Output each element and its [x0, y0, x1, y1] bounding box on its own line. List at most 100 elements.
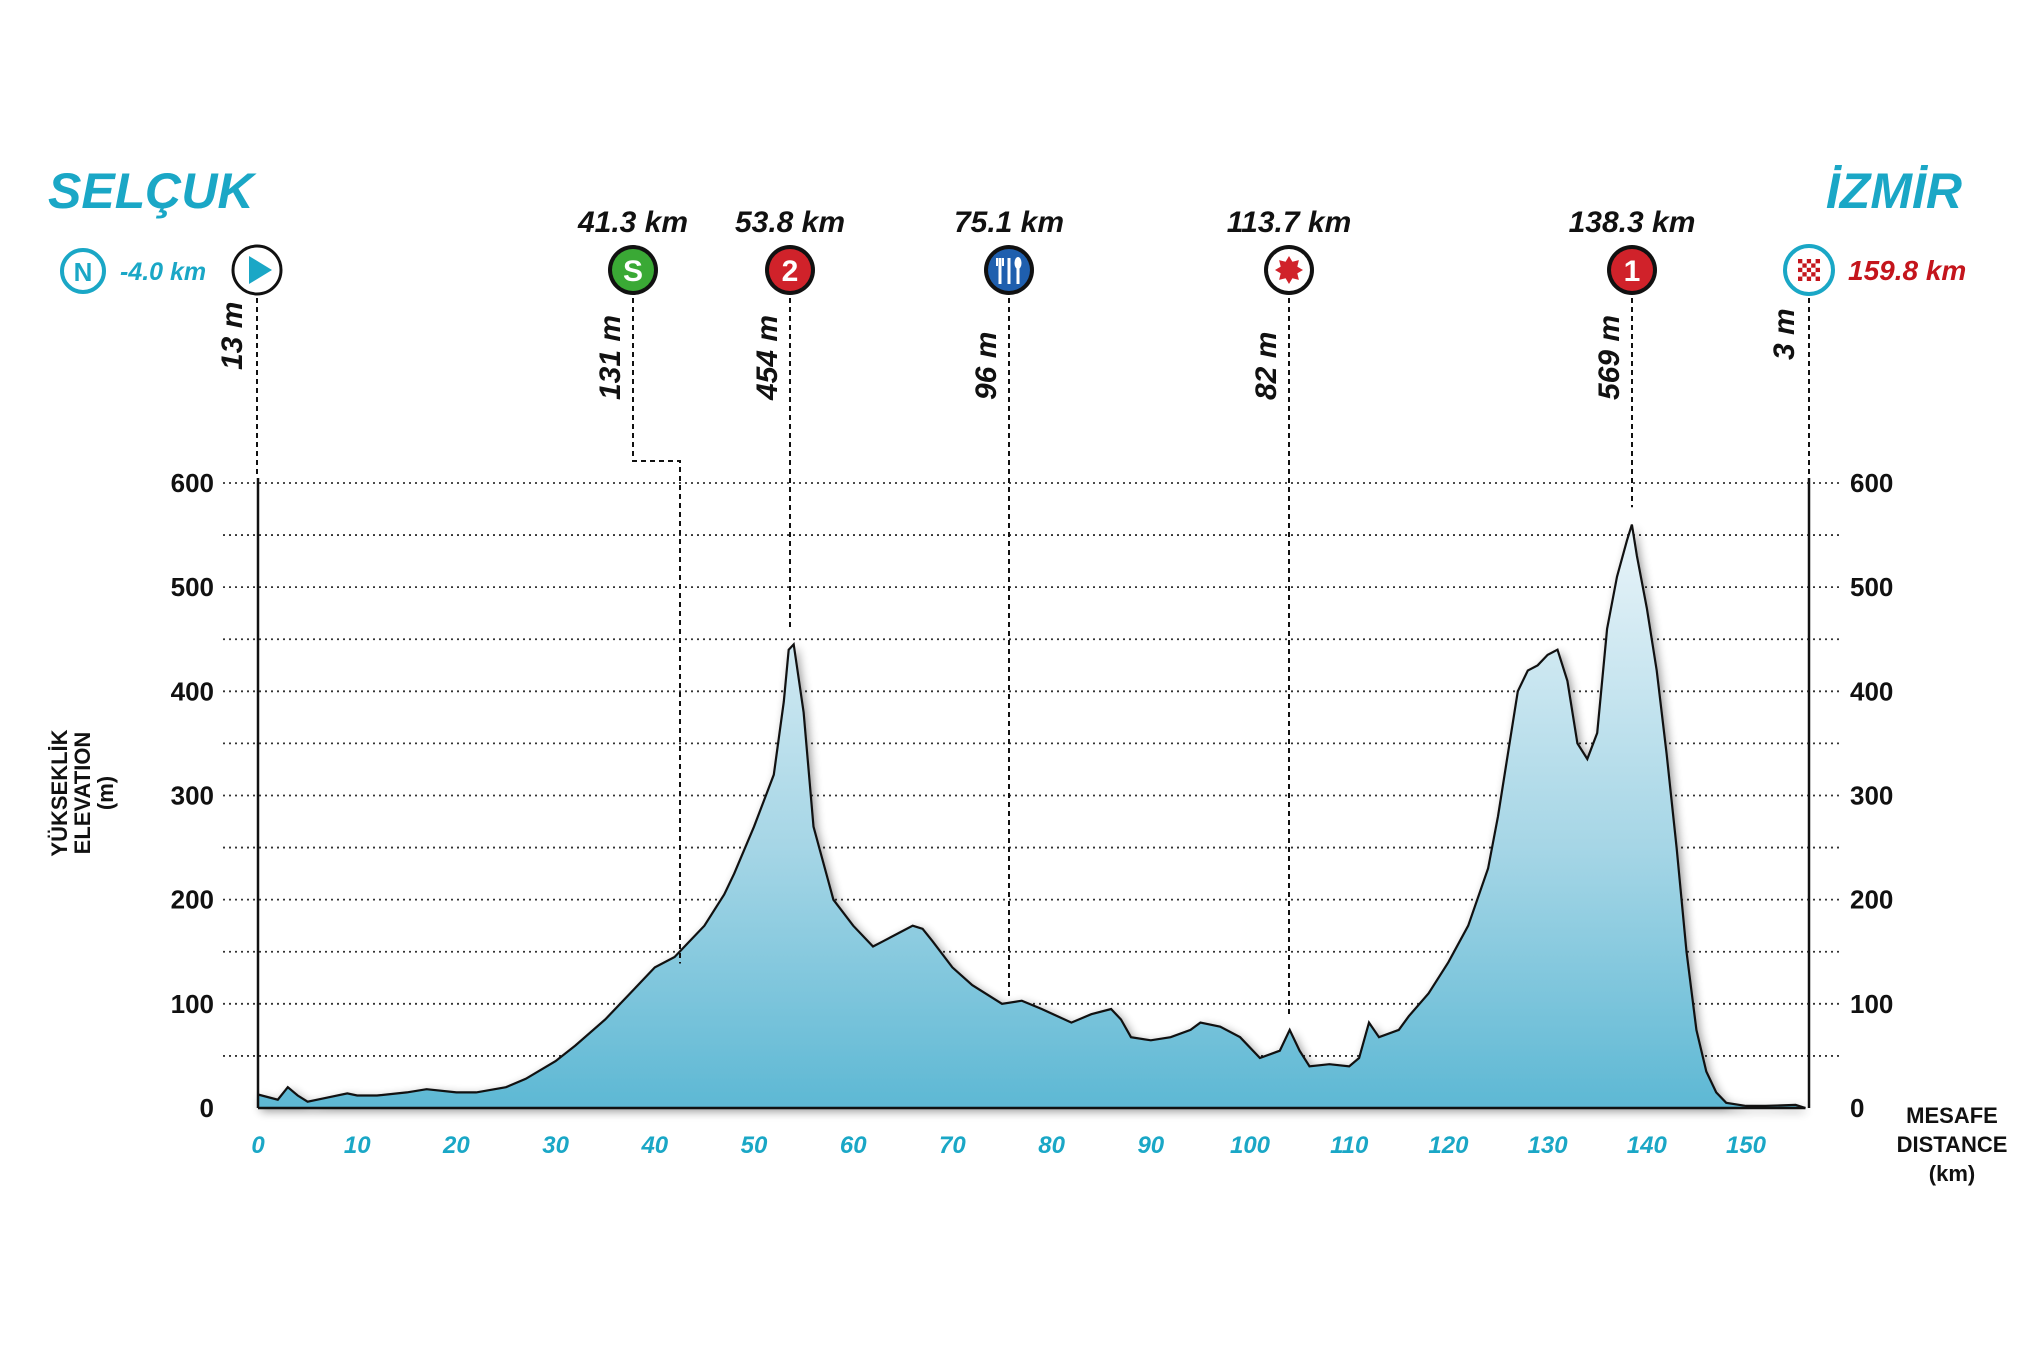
x-ticks: 0 10 20 30 40 50 60 70 80 90 100 110 120 130 140 150	[251, 1132, 1766, 1159]
x-tick-label: 10	[344, 1132, 371, 1159]
y-tick-label: 500	[171, 572, 214, 602]
bonus-sprint-icon	[1264, 245, 1314, 295]
climb-category-2-icon: 2	[765, 245, 815, 295]
finish-city: İZMİR	[1826, 163, 1962, 219]
checker-square	[1798, 263, 1803, 268]
finish-distance: 159.8 km	[1848, 255, 1966, 286]
y-title-line-3: (m)	[93, 776, 118, 810]
y-ticks-right: 0 100 200 300 400 500 600	[1850, 468, 1893, 1123]
feed-zone-icon	[984, 245, 1034, 295]
marker-badge-letter: 1	[1624, 255, 1641, 288]
climb-category-1-icon: 1	[1607, 245, 1657, 295]
marker-distance-label: 75.1 km	[954, 206, 1064, 239]
y-tick-label: 600	[171, 468, 214, 498]
elevation-line	[257, 524, 1806, 1110]
checker-square	[1811, 276, 1816, 281]
checker-square	[1798, 259, 1803, 264]
y-tick-label: 100	[171, 989, 214, 1019]
y-tick-label: 0	[1850, 1093, 1864, 1123]
x-tick-label: 140	[1627, 1132, 1668, 1159]
y-tick-label: 600	[1850, 468, 1893, 498]
x-tick-label: 60	[840, 1132, 867, 1159]
x-tick-label: 40	[640, 1132, 668, 1159]
marker-distance-label: 113.7 km	[1227, 206, 1352, 239]
x-tick-label: 130	[1528, 1132, 1569, 1159]
marker-elevation-label: 569 m	[1593, 315, 1626, 400]
x-tick-label: 110	[1330, 1132, 1369, 1159]
x-tick-label: 150	[1726, 1132, 1767, 1159]
x-tick-label: 20	[442, 1132, 470, 1159]
marker-climb-cat-1: 138.3 km 569 m 1	[1569, 206, 1696, 508]
checker-square	[1802, 263, 1807, 268]
x-tick-label: 0	[251, 1132, 265, 1159]
x-tick-label: 80	[1038, 1132, 1065, 1159]
y-ticks-left: 0 100 200 300 400 500 600	[171, 468, 214, 1123]
y-axis-title: YÜKSEKLİK ELEVATION (m)	[47, 729, 118, 856]
checker-square	[1806, 276, 1812, 281]
marker-elevation-label: 82 m	[1250, 332, 1283, 400]
checker-square	[1798, 267, 1803, 273]
checker-square	[1806, 259, 1812, 264]
marker-badge-letter: 2	[782, 255, 799, 288]
elevation-fill	[258, 524, 1806, 1108]
marker-distance-label: 41.3 km	[577, 206, 688, 239]
checker-square	[1815, 259, 1820, 264]
start-elevation: 13 m	[216, 302, 249, 370]
finish-elevation: 3 m	[1768, 308, 1801, 360]
play-triangle-icon	[249, 256, 272, 284]
y-tick-label: 300	[1850, 780, 1893, 810]
x-title-line-3: (km)	[1929, 1161, 1975, 1186]
checker-square	[1802, 276, 1807, 281]
y-title-line-1: YÜKSEKLİK	[47, 729, 72, 856]
checker-square	[1802, 267, 1807, 273]
y-tick-label: 200	[1850, 885, 1893, 915]
x-tick-label: 100	[1230, 1132, 1271, 1159]
y-title-line-2: ELEVATION	[70, 732, 95, 855]
marker-sprint: 41.3 km 131 m S	[577, 206, 688, 964]
x-title-line-1: MESAFE	[1906, 1103, 1998, 1128]
x-tick-label: 30	[542, 1132, 569, 1159]
neutral-distance: -4.0 km	[120, 258, 206, 286]
checker-square	[1806, 272, 1812, 277]
marker-climb-cat-2: 53.8 km 454 m 2	[735, 206, 845, 628]
sprint-badge-icon: S	[608, 245, 658, 295]
checker-square	[1815, 276, 1820, 281]
axes	[256, 478, 1811, 1108]
y-tick-label: 100	[1850, 989, 1893, 1019]
marker-distance-label: 138.3 km	[1569, 206, 1696, 239]
marker-elevation-label: 131 m	[594, 315, 627, 400]
checker-square	[1815, 263, 1820, 268]
checkered-flag-icon	[1798, 259, 1820, 281]
y-tick-label: 400	[1850, 676, 1893, 706]
marker-leader	[632, 298, 681, 964]
checker-square	[1806, 263, 1812, 268]
checker-square	[1815, 272, 1820, 277]
checker-square	[1806, 267, 1812, 273]
marker-feed: 75.1 km 96 m	[954, 206, 1064, 1000]
marker-leaders	[256, 298, 1810, 478]
checker-square	[1811, 259, 1816, 264]
checker-square	[1811, 263, 1816, 268]
neutral-badge-icon	[60, 248, 106, 294]
x-tick-label: 50	[741, 1132, 768, 1159]
marker-elevation-label: 96 m	[970, 332, 1003, 400]
y-tick-label: 200	[171, 885, 214, 915]
marker-distance-label: 53.8 km	[735, 206, 845, 239]
checker-square	[1802, 272, 1807, 277]
checker-square	[1798, 272, 1803, 277]
neutral-badge-letter: N	[74, 257, 93, 287]
x-axis-title: MESAFE DISTANCE (km)	[1897, 1103, 2008, 1186]
x-tick-label: 90	[1137, 1132, 1164, 1159]
marker-elevation-label: 454 m	[751, 315, 784, 401]
marker-bonus: 113.7 km 82 m	[1227, 206, 1352, 1015]
x-title-line-2: DISTANCE	[1897, 1132, 2008, 1157]
start-city: SELÇUK	[48, 163, 257, 219]
checker-square	[1815, 267, 1820, 273]
start-marker: 13 m	[216, 244, 283, 370]
checker-square	[1811, 272, 1816, 277]
y-tick-label: 0	[200, 1093, 214, 1123]
neutral-start: N -4.0 km	[60, 248, 206, 294]
x-tick-label: 70	[939, 1132, 966, 1159]
y-tick-label: 400	[171, 676, 214, 706]
finish-marker: 159.8 km 3 m	[1768, 244, 1966, 360]
